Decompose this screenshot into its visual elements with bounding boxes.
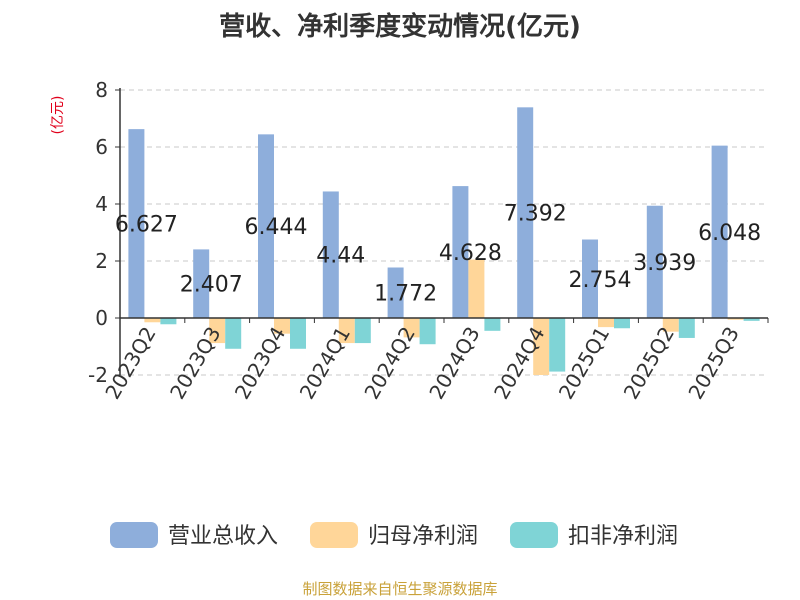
- bar-net-profit: [274, 318, 290, 334]
- data-label: 6.627: [115, 213, 178, 238]
- x-tick-label: 2025Q2: [619, 323, 679, 404]
- bar-revenue: [387, 267, 404, 318]
- y-tick-label: -2: [88, 363, 108, 387]
- bar-deducted-net-profit: [290, 318, 306, 349]
- bar-net-profit: [209, 318, 226, 344]
- gridlines: [120, 89, 768, 376]
- legend-swatch: [110, 522, 158, 548]
- bar-deducted-net-profit: [354, 318, 371, 344]
- bar-net-profit: [662, 318, 679, 332]
- legend-swatch: [310, 522, 358, 548]
- bar-revenue: [322, 191, 339, 318]
- data-label: 7.392: [504, 202, 567, 227]
- bar-revenue: [646, 205, 663, 318]
- legend-label: 归母净利润: [368, 524, 478, 549]
- data-label: 4.44: [316, 244, 365, 269]
- bar-revenue: [517, 107, 534, 318]
- y-axis-label: (亿元): [50, 96, 66, 135]
- data-label: 4.628: [439, 241, 502, 266]
- bar-deducted-net-profit: [549, 318, 566, 372]
- bar-net-profit: [144, 318, 161, 323]
- bar-deducted-net-profit: [743, 318, 760, 321]
- bar-net-profit: [403, 318, 420, 338]
- bar-net-profit: [338, 318, 355, 344]
- legend: 营业总收入 归母净利润 扣非净利润: [110, 522, 678, 549]
- y-tick-label: 8: [95, 78, 108, 102]
- data-label: 3.939: [633, 251, 696, 276]
- x-tick-label: 2023Q3: [165, 323, 225, 404]
- bar-deducted-net-profit: [678, 318, 695, 338]
- chart-title: 营收、净利季度变动情况(亿元): [219, 12, 581, 42]
- data-label: 2.407: [180, 273, 243, 298]
- y-tick-label: 2: [95, 249, 108, 273]
- bar-net-profit: [533, 318, 550, 375]
- bar-revenue: [711, 145, 728, 318]
- bar-deducted-net-profit: [160, 318, 177, 325]
- source-note: 制图数据来自恒生聚源数据库: [302, 580, 498, 598]
- bars: [128, 107, 760, 375]
- y-tick-label: 6: [95, 135, 108, 159]
- data-label: 6.444: [245, 215, 308, 240]
- legend-label: 营业总收入: [168, 524, 278, 549]
- bar-net-profit: [727, 318, 744, 320]
- bar-revenue: [193, 249, 210, 318]
- bar-deducted-net-profit: [225, 318, 242, 349]
- legend-label: 扣非净利润: [568, 524, 678, 549]
- y-tick-label: 4: [95, 192, 108, 216]
- bar-revenue: [582, 239, 598, 318]
- data-label: 1.772: [374, 282, 437, 307]
- bar-revenue: [258, 134, 274, 318]
- x-tick-label: 2023Q2: [100, 323, 160, 404]
- data-label: 6.048: [698, 221, 761, 246]
- bar-deducted-net-profit: [484, 318, 501, 331]
- bar-deducted-net-profit: [419, 318, 436, 345]
- data-label: 2.754: [569, 268, 632, 293]
- y-tick-label: 0: [95, 306, 108, 330]
- bar-net-profit: [468, 259, 485, 318]
- bar-revenue: [452, 186, 469, 318]
- legend-swatch: [510, 522, 558, 548]
- bar-revenue: [128, 129, 145, 318]
- bar-deducted-net-profit: [614, 318, 630, 329]
- bar-net-profit: [598, 318, 614, 328]
